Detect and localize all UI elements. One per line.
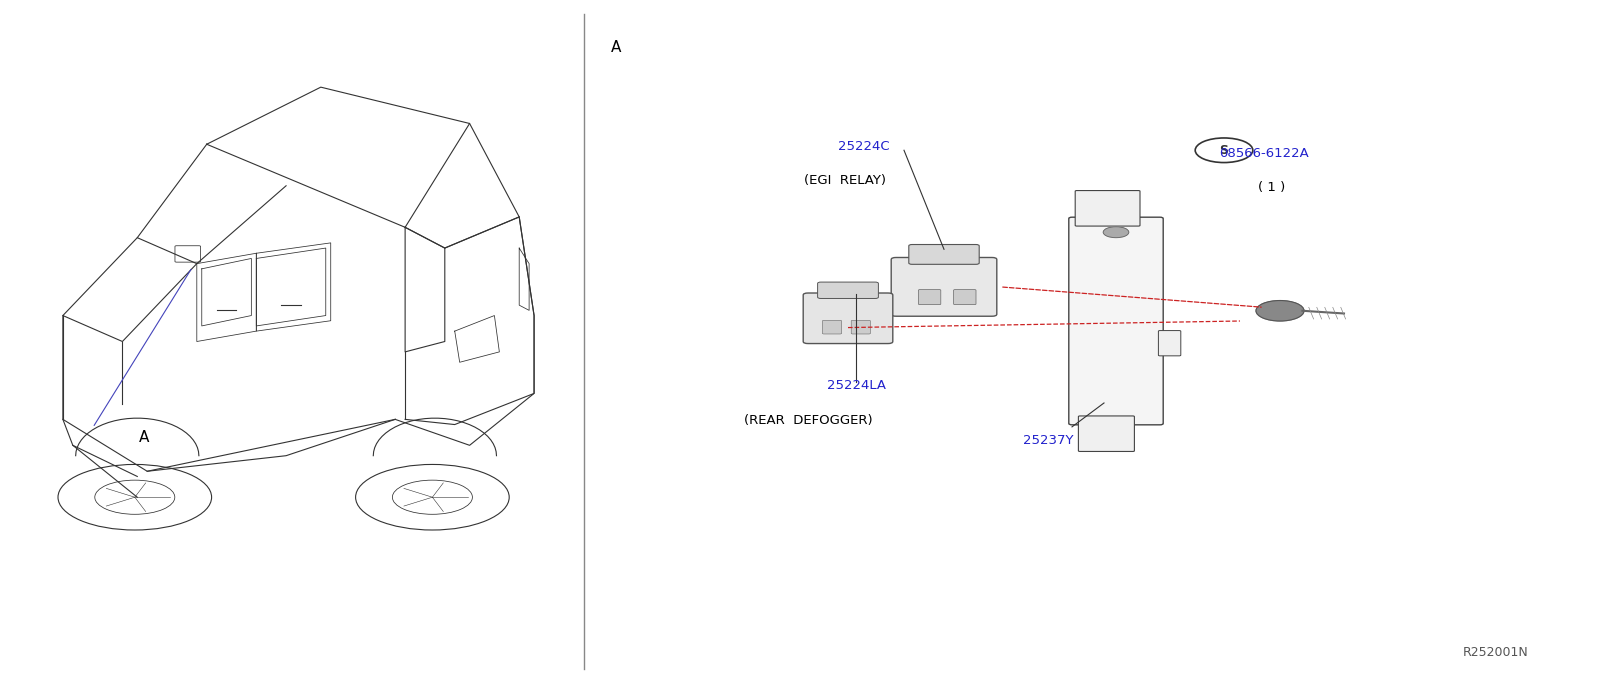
- Text: (EGI  RELAY): (EGI RELAY): [803, 174, 886, 188]
- Text: R252001N: R252001N: [1462, 645, 1530, 659]
- FancyBboxPatch shape: [818, 282, 878, 298]
- FancyBboxPatch shape: [1069, 217, 1163, 425]
- Text: 08566-6122A: 08566-6122A: [1219, 147, 1309, 161]
- FancyBboxPatch shape: [174, 246, 200, 262]
- Circle shape: [1104, 227, 1130, 238]
- Text: A: A: [611, 40, 621, 55]
- Text: S: S: [1219, 143, 1229, 157]
- Circle shape: [1256, 301, 1304, 321]
- Text: A: A: [139, 430, 149, 445]
- FancyBboxPatch shape: [1075, 191, 1139, 226]
- FancyBboxPatch shape: [909, 245, 979, 264]
- FancyBboxPatch shape: [851, 320, 870, 334]
- FancyBboxPatch shape: [891, 257, 997, 316]
- Text: 25237Y: 25237Y: [1022, 434, 1074, 447]
- FancyBboxPatch shape: [918, 290, 941, 305]
- FancyBboxPatch shape: [1078, 416, 1134, 451]
- Text: ( 1 ): ( 1 ): [1258, 181, 1286, 195]
- Text: 25224C: 25224C: [838, 140, 890, 154]
- FancyBboxPatch shape: [954, 290, 976, 305]
- FancyBboxPatch shape: [822, 320, 842, 334]
- FancyBboxPatch shape: [803, 293, 893, 344]
- Text: (REAR  DEFOGGER): (REAR DEFOGGER): [744, 413, 872, 427]
- FancyBboxPatch shape: [1158, 331, 1181, 356]
- Text: 25224LA: 25224LA: [827, 379, 885, 393]
